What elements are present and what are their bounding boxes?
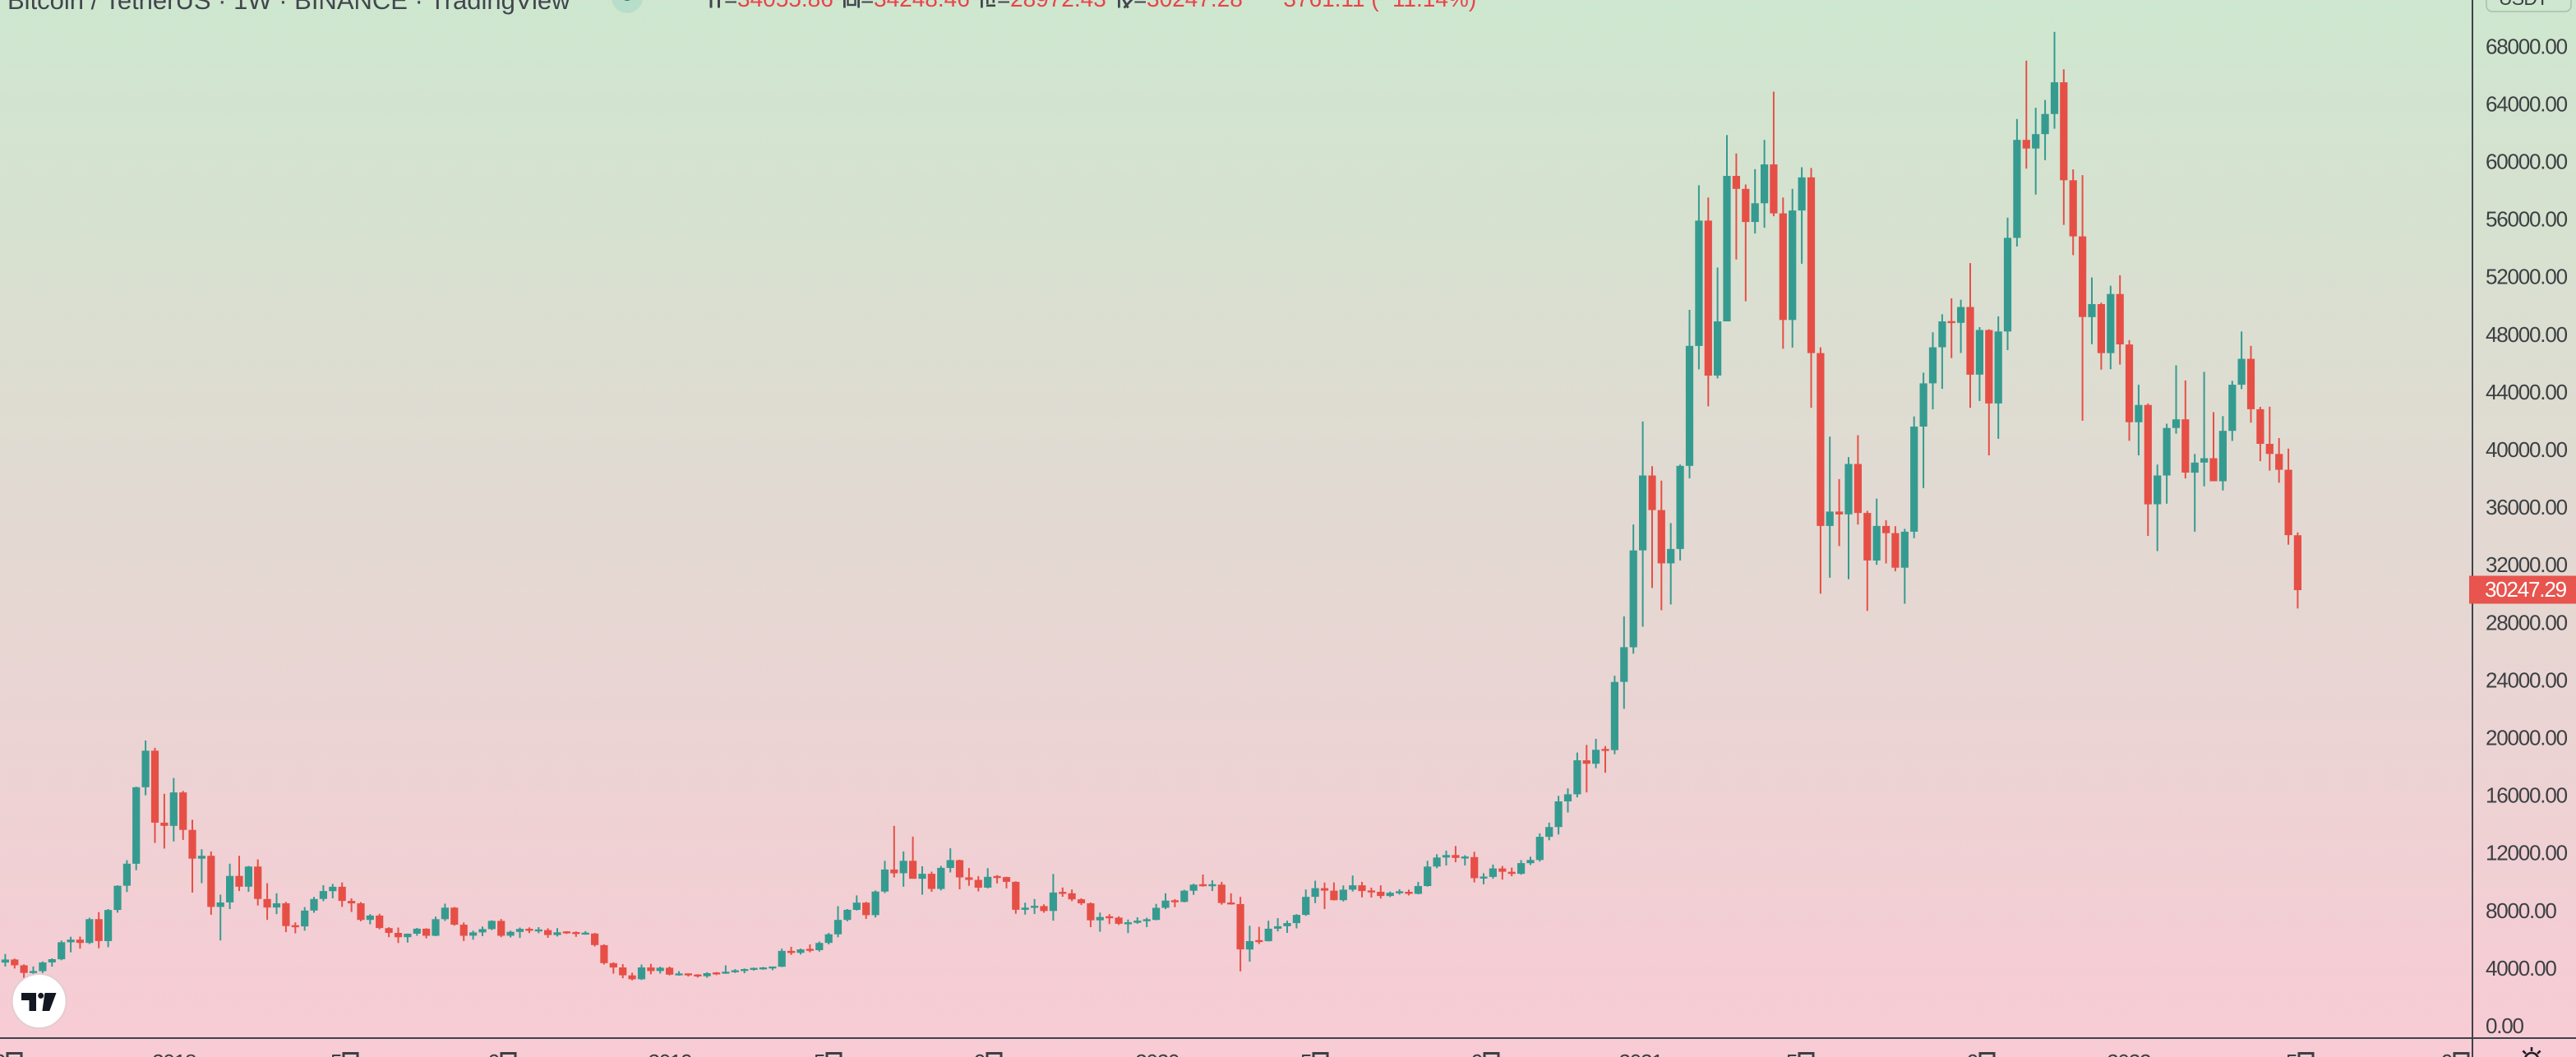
svg-text:9: 9 — [1967, 1050, 1978, 1057]
svg-text:28972.43: 28972.43 — [1010, 0, 1106, 12]
svg-text:8000.00: 8000.00 — [2486, 898, 2556, 923]
svg-text:44000.00: 44000.00 — [2486, 380, 2568, 404]
svg-text:5: 5 — [330, 1050, 342, 1057]
svg-text:30247.29: 30247.29 — [2485, 577, 2567, 602]
svg-text:5: 5 — [814, 1050, 825, 1057]
svg-text:USDT: USDT — [2499, 0, 2548, 9]
svg-text:9: 9 — [0, 1050, 6, 1057]
svg-text:30247.28: 30247.28 — [1147, 0, 1243, 12]
svg-text:2022: 2022 — [2107, 1050, 2151, 1057]
svg-text:12000.00: 12000.00 — [2486, 841, 2568, 865]
svg-text:64000.00: 64000.00 — [2486, 91, 2568, 116]
svg-text:24000.00: 24000.00 — [2486, 667, 2568, 692]
svg-text:40000.00: 40000.00 — [2486, 437, 2568, 462]
svg-text:−3761.11 (−11.14%): −3761.11 (−11.14%) — [1270, 0, 1476, 12]
svg-text:=: = — [997, 0, 1010, 12]
svg-text:5: 5 — [1300, 1050, 1312, 1057]
svg-text:9: 9 — [1471, 1050, 1483, 1057]
svg-text:34248.46: 34248.46 — [874, 0, 970, 12]
svg-text:9: 9 — [488, 1050, 500, 1057]
svg-text:56000.00: 56000.00 — [2486, 207, 2568, 232]
svg-text:16000.00: 16000.00 — [2486, 783, 2568, 808]
svg-text:52000.00: 52000.00 — [2486, 265, 2568, 289]
svg-text:20000.00: 20000.00 — [2486, 726, 2568, 750]
svg-text:2020: 2020 — [1135, 1050, 1180, 1057]
svg-text:60000.00: 60000.00 — [2486, 150, 2568, 174]
svg-text:28000.00: 28000.00 — [2486, 610, 2568, 635]
svg-text:=: = — [724, 0, 737, 12]
svg-text:5: 5 — [1786, 1050, 1798, 1057]
svg-text:Bitcoin / TetherUS · 1W · BINA: Bitcoin / TetherUS · 1W · BINANCE · Trad… — [7, 0, 570, 15]
svg-text:36000.00: 36000.00 — [2486, 495, 2568, 519]
svg-text:48000.00: 48000.00 — [2486, 322, 2568, 347]
svg-text:9: 9 — [974, 1050, 986, 1057]
svg-text:=: = — [861, 0, 874, 12]
svg-text:2018: 2018 — [152, 1050, 196, 1057]
svg-text:9: 9 — [2441, 1050, 2453, 1057]
svg-text:34055.86: 34055.86 — [737, 0, 833, 12]
svg-text:5: 5 — [2286, 1050, 2297, 1057]
svg-text:2019: 2019 — [648, 1050, 692, 1057]
svg-text:=: = — [1133, 0, 1147, 12]
svg-text:0.00: 0.00 — [2486, 1013, 2524, 1038]
svg-text:68000.00: 68000.00 — [2486, 34, 2568, 58]
svg-text:4000.00: 4000.00 — [2486, 956, 2556, 981]
svg-text:32000.00: 32000.00 — [2486, 552, 2568, 577]
svg-text:2021: 2021 — [1618, 1050, 1663, 1057]
